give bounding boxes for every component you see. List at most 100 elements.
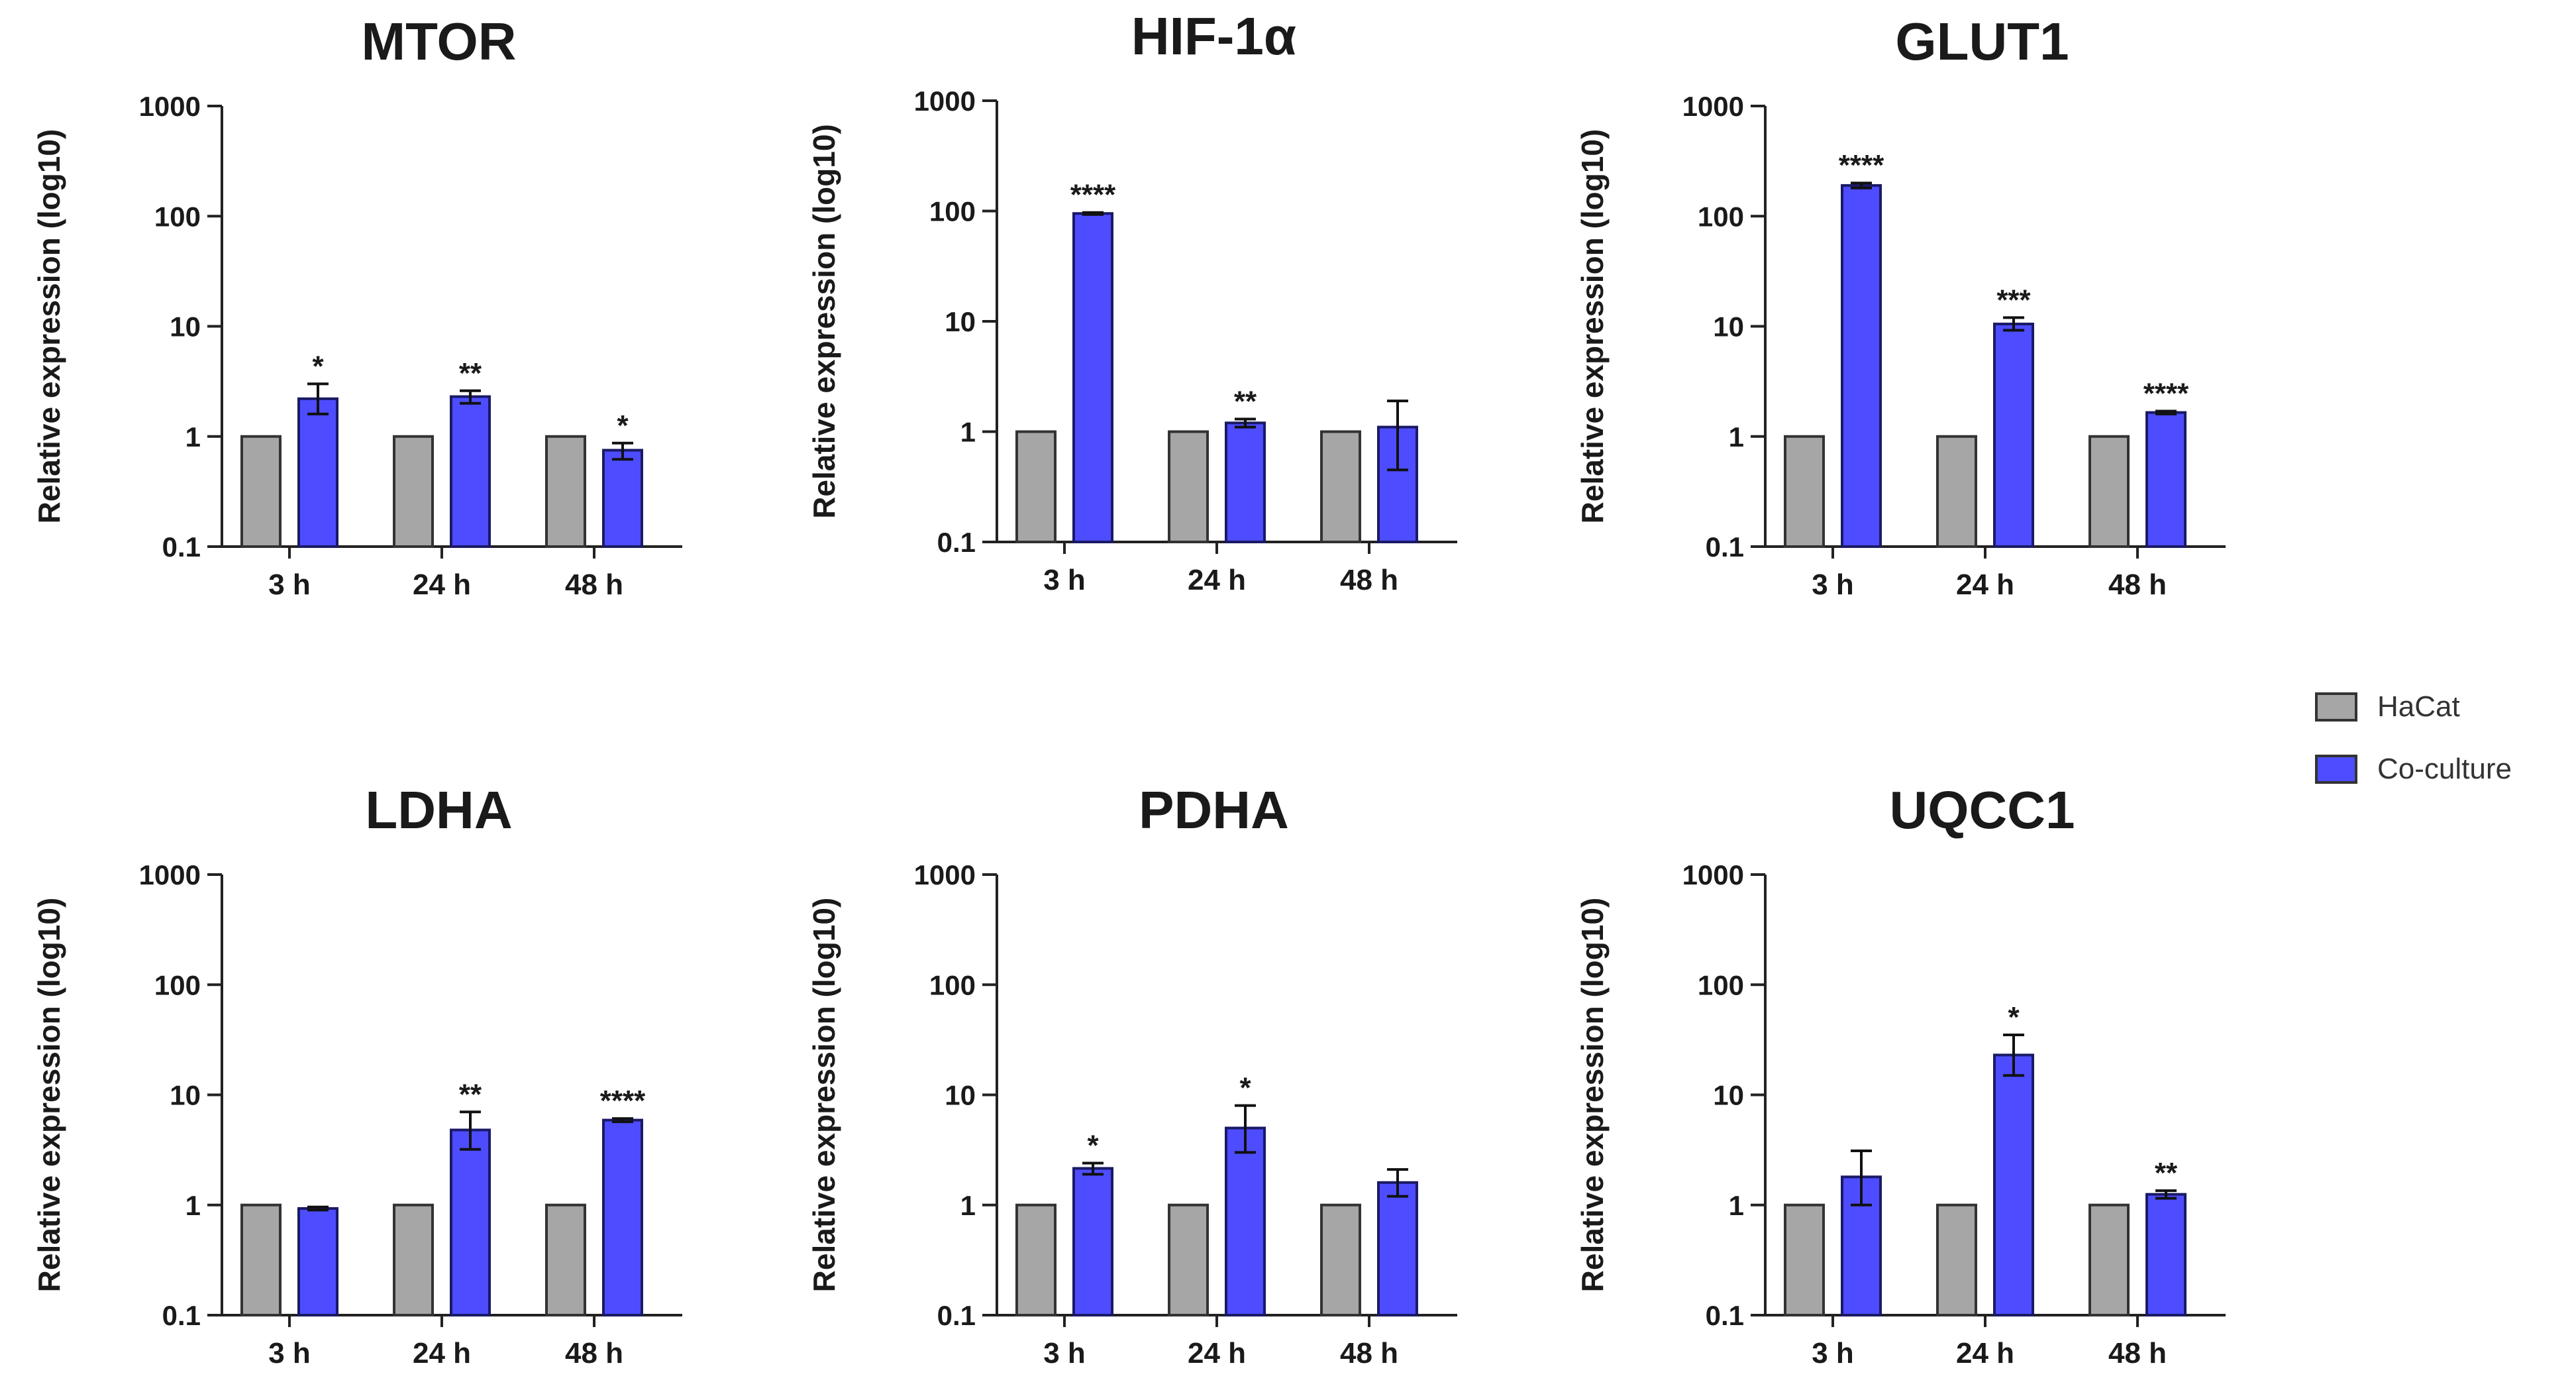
y-tick-label: 10	[1713, 311, 1744, 343]
bar-coculture	[2145, 411, 2187, 549]
bar-coculture	[1993, 1053, 2034, 1317]
chart-title: UQCC1	[1889, 780, 2075, 839]
chart-panel-4: LDHA Relative expression (log10) 0.1 1 10 100…	[32, 780, 682, 1369]
y-tick-label: 10	[1713, 1080, 1744, 1111]
significance-label: ****	[600, 1085, 646, 1117]
x-tick-label: 24 h	[1188, 1337, 1246, 1369]
chart-panel-3: GLUT1 Relative expression (log10) 0.1 1 10 10…	[1575, 12, 2226, 601]
legend-swatch-coculture	[2315, 755, 2357, 784]
bar-hacat	[1784, 435, 1825, 548]
x-tick-label: 24 h	[1956, 1337, 2014, 1369]
legend-item-hacat: HaCat	[2315, 689, 2567, 725]
y-tick-label: 1	[185, 1190, 201, 1221]
y-tick-label: 0.1	[937, 527, 976, 558]
x-tick-label: 48 h	[565, 1337, 623, 1369]
y-tick-label: 100	[929, 196, 976, 227]
y-tick-label: 10	[945, 306, 976, 337]
legend-item-coculture: Co-culture	[2315, 751, 2567, 787]
bar-hacat	[1168, 1203, 1209, 1316]
bar-hacat	[393, 435, 434, 548]
y-axis-label: Relative expression (log10)	[1575, 898, 1610, 1293]
y-tick-label: 1	[185, 421, 201, 453]
chart-panel-5: PDHA Relative expression (log10) 0.1 1 10 100…	[807, 780, 1457, 1369]
chart-panel-1: MTOR Relative expression (log10) 0.1 1 10 100…	[32, 12, 682, 601]
y-tick-label: 0.1	[1706, 1300, 1744, 1331]
bar-coculture	[1072, 212, 1113, 543]
bar-coculture	[1225, 421, 1266, 544]
bar-coculture	[1225, 1126, 1266, 1317]
y-axis-label: Relative expression (log10)	[807, 898, 841, 1293]
bar-coculture	[1377, 1181, 1418, 1317]
x-tick-label: 48 h	[1340, 564, 1398, 596]
bar-hacat	[240, 1203, 282, 1316]
y-tick-label: 0.1	[162, 1300, 201, 1331]
bar-hacat	[1936, 435, 1977, 548]
chart-title: HIF-1α	[1131, 7, 1296, 66]
significance-label: *	[2008, 1001, 2020, 1034]
bar-coculture	[1072, 1167, 1113, 1316]
bar-hacat	[2088, 435, 2130, 548]
bar-hacat	[545, 435, 586, 548]
x-tick-label: 24 h	[1188, 564, 1246, 596]
bar-coculture	[297, 397, 338, 548]
y-tick-label: 10	[945, 1080, 976, 1111]
y-axis-label: Relative expression (log10)	[807, 124, 841, 519]
y-tick-label: 1000	[914, 85, 976, 117]
significance-label: *	[1239, 1072, 1251, 1104]
y-tick-label: 100	[154, 969, 201, 1000]
y-tick-label: 1	[960, 417, 976, 448]
x-tick-label: 3 h	[1043, 1337, 1086, 1369]
x-tick-label: 48 h	[2108, 568, 2167, 601]
bar-coculture	[1993, 322, 2034, 548]
x-tick-label: 48 h	[1340, 1337, 1398, 1369]
significance-label: **	[459, 1078, 482, 1110]
x-tick-label: 48 h	[565, 568, 623, 601]
y-tick-label: 1000	[139, 91, 201, 122]
bar-coculture	[1841, 184, 1882, 548]
y-tick-label: 1000	[914, 859, 976, 890]
bar-coculture	[2145, 1193, 2187, 1316]
y-tick-label: 1000	[1682, 859, 1744, 890]
significance-label: *	[1087, 1130, 1099, 1162]
y-tick-label: 10	[170, 311, 201, 343]
legend-label-hacat: HaCat	[2377, 690, 2460, 723]
significance-label: ****	[2143, 377, 2189, 409]
significance-label: ****	[1070, 179, 1116, 211]
bar-hacat	[1936, 1203, 1977, 1316]
bar-coculture	[450, 1128, 491, 1316]
significance-label: *	[312, 350, 324, 382]
bar-hacat	[2088, 1203, 2130, 1316]
y-tick-label: 100	[1698, 969, 1744, 1000]
y-axis-label: Relative expression (log10)	[32, 898, 66, 1293]
chart-panel-6: UQCC1 Relative expression (log10) 0.1 1 10 10…	[1575, 780, 2226, 1369]
bar-hacat	[393, 1203, 434, 1316]
y-tick-label: 100	[154, 201, 201, 232]
y-tick-label: 0.1	[162, 531, 201, 563]
x-tick-label: 3 h	[268, 1337, 311, 1369]
bar-hacat	[545, 1203, 586, 1316]
chart-title: PDHA	[1139, 780, 1289, 839]
legend-swatch-hacat	[2315, 692, 2357, 722]
y-tick-label: 10	[170, 1080, 201, 1111]
y-axis-label: Relative expression (log10)	[1575, 129, 1610, 524]
y-axis-label: Relative expression (log10)	[32, 129, 66, 524]
y-tick-label: 0.1	[937, 1300, 976, 1331]
x-tick-label: 24 h	[1956, 568, 2014, 601]
x-tick-label: 48 h	[2108, 1337, 2167, 1369]
y-tick-label: 100	[1698, 201, 1744, 232]
significance-label: ****	[1839, 149, 1884, 182]
significance-label: **	[459, 357, 482, 390]
chart-title: LDHA	[365, 780, 512, 839]
x-tick-label: 24 h	[413, 1337, 471, 1369]
x-tick-label: 3 h	[1812, 568, 1854, 601]
bar-hacat	[240, 435, 282, 548]
legend: HaCat Co-culture	[2315, 689, 2567, 814]
significance-label: ***	[1996, 284, 2031, 316]
chart-title: MTOR	[361, 12, 516, 71]
x-tick-label: 3 h	[1043, 564, 1086, 596]
bar-coculture	[450, 395, 491, 548]
y-tick-label: 1000	[1682, 91, 1744, 122]
bar-hacat	[1015, 1203, 1056, 1316]
legend-label-coculture: Co-culture	[2377, 753, 2512, 785]
